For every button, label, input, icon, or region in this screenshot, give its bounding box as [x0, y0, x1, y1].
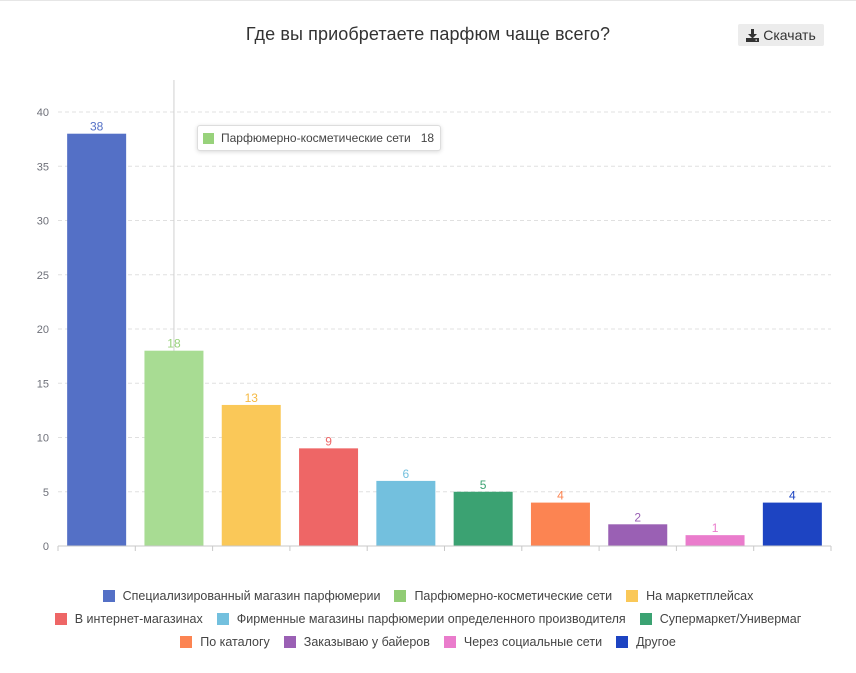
legend-swatch: [102, 590, 115, 602]
legend-swatch: [216, 613, 229, 625]
legend-item[interactable]: На маркетплейсах: [626, 588, 753, 604]
y-tick-label: 25: [37, 270, 49, 282]
tooltip-swatch: [203, 132, 214, 144]
chart-tooltip: Парфюмерно-косметические сети 18: [197, 125, 442, 151]
data-label: 13: [245, 391, 259, 405]
legend-swatch: [443, 636, 456, 648]
y-tick-label: 5: [43, 487, 49, 499]
y-tick-label: 15: [37, 378, 49, 390]
legend-label: На маркетплейсах: [646, 589, 754, 603]
bar: [144, 350, 204, 546]
data-label: 38: [90, 120, 104, 134]
legend-swatch: [394, 590, 407, 602]
y-tick-label: 10: [37, 433, 49, 445]
bar: [299, 448, 359, 546]
legend-item[interactable]: Через социальные сети: [443, 634, 603, 650]
top-divider: [0, 0, 856, 1]
legend-swatch: [616, 636, 629, 648]
data-label: 2: [634, 510, 641, 524]
data-label: 4: [789, 489, 796, 503]
bar: [685, 535, 745, 546]
data-label: 1: [712, 521, 719, 535]
bar: [221, 404, 281, 546]
legend-item[interactable]: По каталогу: [180, 634, 270, 650]
legend-item[interactable]: Парфюмерно-косметические сети: [394, 588, 612, 604]
tooltip-label: Парфюмерно-косметические сети: [221, 131, 411, 145]
legend-swatch: [180, 636, 193, 648]
y-tick-label: 30: [37, 216, 49, 228]
legend-item[interactable]: Специализированный магазин парфюмерии: [102, 588, 381, 604]
legend-swatch: [639, 613, 652, 625]
download-icon: [746, 28, 760, 42]
chart-legend: Специализированный магазин парфюмерии Пар…: [30, 588, 826, 650]
bar: [453, 491, 513, 546]
legend-label: По каталогу: [200, 635, 270, 649]
download-button[interactable]: Скачать: [738, 24, 824, 46]
legend-item[interactable]: Супермаркет/Универмаг: [639, 611, 802, 627]
data-label: 9: [325, 434, 332, 448]
download-label: Скачать: [763, 27, 816, 43]
legend-label: В интернет-магазинах: [74, 612, 203, 626]
bar: [762, 502, 822, 546]
legend-item[interactable]: В интернет-магазинах: [54, 611, 203, 627]
legend-label: Через социальные сети: [463, 635, 603, 649]
data-label: 18: [167, 337, 181, 351]
bar: [376, 480, 436, 546]
legend-label: Фирменные магазины парфюмерии определенн…: [236, 612, 626, 626]
legend-item[interactable]: Фирменные магазины парфюмерии определенн…: [216, 611, 626, 627]
bar: [530, 502, 590, 546]
legend-item[interactable]: Заказываю у байеров: [283, 634, 430, 650]
bar-chart: 0 5 10 15 20 25 30 35 40 38 18 13 9 6 5 4 2 1 4: [37, 80, 832, 553]
legend-swatch: [283, 636, 296, 648]
y-tick-label: 20: [37, 324, 49, 336]
legend-item[interactable]: Другое: [616, 634, 676, 650]
data-label: 6: [403, 467, 410, 481]
y-tick-label: 35: [37, 161, 49, 173]
legend-label: Заказываю у байеров: [303, 635, 430, 649]
data-label: 5: [480, 478, 487, 492]
chart-title: Где вы приобретаете парфюм чаще всего?: [245, 24, 611, 44]
legend-label: Другое: [636, 635, 676, 649]
y-tick-label: 0: [43, 541, 49, 553]
bar: [608, 524, 668, 546]
legend-label: Специализированный магазин парфюмерии: [122, 589, 381, 603]
y-tick-label: 40: [37, 107, 49, 119]
data-label: 4: [557, 489, 564, 503]
legend-label: Супермаркет/Универмаг: [659, 612, 802, 626]
tooltip-value: 18: [420, 131, 435, 145]
legend-label: Парфюмерно-косметические сети: [414, 589, 613, 603]
bar: [67, 133, 127, 546]
legend-swatch: [54, 613, 67, 625]
legend-swatch: [626, 590, 639, 602]
